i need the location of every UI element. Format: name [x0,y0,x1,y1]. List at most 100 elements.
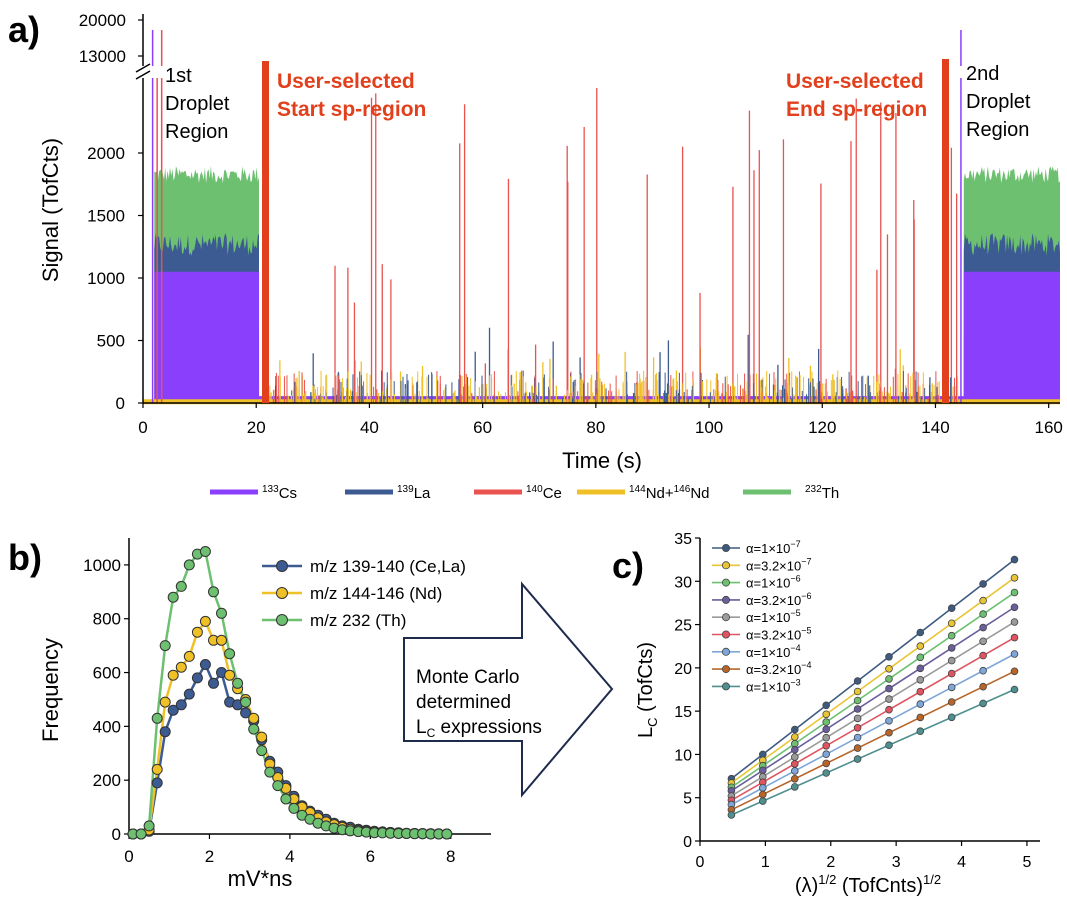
panel-c-y-tick-label: 30 [674,574,692,591]
end-annotation-line2: End sp-region [786,98,927,121]
panel-c-point [916,642,925,650]
panel-c-point [853,733,862,742]
panel-c-point [1010,685,1019,694]
panel-c-legend-label: α=1×10−4 [746,643,801,660]
panel-c-point [727,811,736,819]
panel-c-series-line [731,670,1015,811]
panel-c-point [916,713,925,722]
panel-b-point [151,763,163,775]
panel-a-plot: 0 20 40 60 80 100 120 140 160 0 500 1000 1500 2000 2… [38,11,1063,473]
panel-b-y-tick-label: 0 [112,825,121,844]
panel-c-y-tick-label: 5 [683,791,692,808]
panel-c-legend-marker [722,595,731,604]
second-droplet-label-line2: Droplet [966,91,1031,113]
panel-a-x-ticks: 0 20 40 60 80 100 120 140 160 [138,403,1063,437]
panel-b-point [224,648,236,660]
panel-c-x-tick-label: 3 [892,854,901,871]
legend-label-cs: 133Cs [262,484,297,502]
panel-b-x-tick-label: 0 [124,847,133,866]
panel-c-legend-marker [722,630,731,639]
panel-a-axis-break-mark [135,70,151,80]
panel-c-x-tick-label: 0 [696,854,705,871]
panel-b-point [216,607,227,619]
panel-a-x-tick-label: 60 [473,418,492,437]
panel-c-legend-marker [722,613,731,622]
panel-b-point [183,559,195,571]
arrow-shape [403,581,614,798]
panel-c-point [1010,650,1019,658]
panel-a-y-tick-upper: 13000 [79,47,126,66]
panel-b-point [151,712,163,724]
panel-c-point [947,656,956,665]
panel-c-y-tick-label: 15 [674,704,692,721]
panel-c-x-axis-label: (λ)1/2 (TofCnts)1/2 [795,872,941,897]
droplet-cs-trace [963,271,1060,403]
panel-a-y-tick-label: 0 [116,394,125,413]
panel-c-point [916,687,925,696]
panel-c-plot: 0 1 2 3 4 5 0 5 10 15 20 25 30 35 α=1×10−7α=3.2×10−7… [635,531,1040,897]
panel-c-point [822,718,830,726]
panel-c-point [1010,618,1019,626]
panel-b-x-tick-label: 2 [205,847,214,866]
panel-b-point [175,699,187,711]
panel-b-legend: m/z 139-140 (Ce,La) m/z 144-146 (Nd) m/z 2… [262,557,466,630]
panel-b-point [199,546,211,557]
panel-c-point [947,669,956,678]
first-droplet-label-line1: 1st [165,65,192,87]
panel-b-legend-marker [276,560,288,572]
panel-c-series-line [730,591,1015,788]
panel-c-point [822,759,830,768]
panel-c-point [979,699,987,708]
arrow-text-line1: Monte Carlo [416,667,520,688]
panel-b-point [256,745,268,757]
panel-c-legend-label: α=3.2×10−6 [746,591,812,608]
panel-b-y-tick-label: 400 [93,717,121,736]
panel-a-legend: 133Cs 139La 140Ce 144Nd+146Nd 232Th [210,484,839,502]
panel-a-y-axis-label: Signal (TofCts) [38,138,63,282]
panel-c-point [1010,555,1019,564]
panel-b-point [183,650,195,662]
panel-c-point [947,713,956,722]
second-droplet-label-line3: Region [966,119,1029,141]
panel-c-point [979,580,987,588]
panel-b-point [159,726,171,738]
panel-c-point [885,652,893,661]
panel-c-point [947,631,956,640]
panel-b-series [127,546,453,840]
panel-c-series-line [730,621,1015,797]
panel-a-y-tick-label: 1500 [87,207,125,226]
panel-c-point [947,698,956,706]
panel-b-point [248,723,260,735]
panel-c-x-tick-label: 4 [957,854,966,871]
droplet-cs-trace [154,271,260,403]
panel-b-legend-label: m/z 139-140 (Ce,La) [310,557,466,576]
panel-b-label: b) [8,537,42,578]
panel-b-point [191,672,203,684]
panel-b-x-tick-label: 4 [285,847,294,866]
panel-a-y-tick-label: 1000 [87,269,125,288]
panel-c-y-tick-label: 0 [683,834,692,851]
monte-carlo-arrow: Monte Carlo determined LC expressions [403,581,614,798]
start-annotation-line2: Start sp-region [277,98,426,121]
panel-c-point [916,653,925,662]
panel-a-x-tick-label: 140 [921,418,949,437]
panel-c-point [853,677,862,685]
panel-b-x-tick-label: 8 [446,847,455,866]
panel-a-label: a) [8,9,40,50]
panel-c-series-line [730,559,1015,780]
panel-c-legend-marker [722,544,731,553]
panel-c-legend-marker [722,561,731,570]
legend-label-ce: 140Ce [526,484,562,502]
panel-b-point [256,731,268,743]
panel-c-point [758,784,767,792]
panel-b-point [183,688,195,700]
panel-c-point [822,725,830,734]
panel-c-point [979,651,987,660]
legend-label-th: 232Th [805,484,839,502]
panel-c-x-tick-label: 2 [826,854,835,871]
panel-c-legend-label: α=1×10−6 [746,574,801,591]
panel-c-point [790,774,799,783]
panel-c-y-tick-label: 10 [674,747,692,764]
